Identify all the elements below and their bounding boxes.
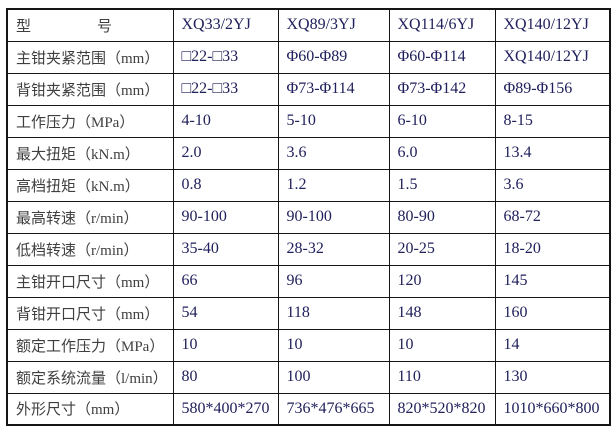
header-model-label-cell: 型 号: [6, 8, 174, 42]
spec-value: 14: [494, 328, 611, 362]
header-model-4: XQ140/12YJ: [494, 8, 611, 42]
table-row-main-jaw-opening: 主钳开口尺寸（mm） 66 96 120 145: [6, 264, 611, 298]
spec-label: 工作压力（MPa）: [6, 104, 174, 138]
spec-value: Φ73-Φ142: [388, 72, 496, 106]
header-model-3: XQ114/6YJ: [388, 8, 496, 42]
spec-label: 主钳开口尺寸（mm）: [6, 264, 174, 298]
spec-value: 96: [277, 264, 390, 298]
spec-value: 118: [277, 296, 390, 330]
header-model-2: XQ89/3YJ: [277, 8, 390, 42]
spec-table-container: 型 号 XQ33/2YJ XQ89/3YJ XQ114/6YJ XQ140/12…: [6, 8, 611, 426]
spec-value: 10: [277, 328, 390, 362]
spec-value: 3.6: [277, 136, 390, 170]
spec-value: 1.2: [277, 168, 390, 202]
spec-value: 4-10: [172, 104, 279, 138]
spec-label: 高档扭矩（kN.m）: [6, 168, 174, 202]
spec-value: 90-100: [277, 200, 390, 234]
table-row-low-gear-speed: 低档转速（r/min） 35-40 28-32 20-25 18-20: [6, 232, 611, 266]
spec-value: □22-□33: [172, 72, 279, 106]
spec-value: 10: [388, 328, 496, 362]
spec-value: 66: [172, 264, 279, 298]
spec-value: 6.0: [388, 136, 496, 170]
spec-value: 28-32: [277, 232, 390, 266]
model-spec-table: 型 号 XQ33/2YJ XQ89/3YJ XQ114/6YJ XQ140/12…: [6, 8, 611, 426]
table-row-overall-dimensions: 外形尺寸（mm） 580*400*270 736*476*665 820*520…: [6, 392, 611, 426]
spec-label: 外形尺寸（mm）: [6, 392, 174, 426]
spec-value: 10: [172, 328, 279, 362]
header-row: 型 号 XQ33/2YJ XQ89/3YJ XQ114/6YJ XQ140/12…: [6, 8, 611, 42]
spec-value: Φ60-Φ114: [388, 40, 496, 74]
spec-label: 额定工作压力（MPa）: [6, 328, 174, 362]
spec-value: 130: [494, 360, 611, 394]
spec-value: 2.0: [172, 136, 279, 170]
spec-label: 最高转速（r/min）: [6, 200, 174, 234]
table-row-main-clamp-range: 主钳夹紧范围（mm） □22-□33 Φ60-Φ89 Φ60-Φ114 XQ14…: [6, 40, 611, 74]
table-row-working-pressure: 工作压力（MPa） 4-10 5-10 6-10 8-15: [6, 104, 611, 138]
spec-value: 6-10: [388, 104, 496, 138]
spec-value: 120: [388, 264, 496, 298]
table-row-backup-jaw-opening: 背钳开口尺寸（mm） 54 118 148 160: [6, 296, 611, 330]
spec-value: 13.4: [494, 136, 611, 170]
spec-label: 低档转速（r/min）: [6, 232, 174, 266]
spec-label: 背钳夹紧范围（mm）: [6, 72, 174, 106]
spec-value: □22-□33: [172, 40, 279, 74]
spec-value: 148: [388, 296, 496, 330]
table-row-max-torque: 最大扭矩（kN.m） 2.0 3.6 6.0 13.4: [6, 136, 611, 170]
spec-label: 背钳开口尺寸（mm）: [6, 296, 174, 330]
model-label: 型 号: [16, 15, 112, 36]
spec-value: Φ73-Φ114: [277, 72, 390, 106]
model-label-right: 号: [96, 18, 112, 35]
spec-value: 54: [172, 296, 279, 330]
spec-value: 8-15: [494, 104, 611, 138]
spec-value: Φ60-Φ89: [277, 40, 390, 74]
model-label-left: 型: [16, 18, 32, 35]
spec-label: 最大扭矩（kN.m）: [6, 136, 174, 170]
spec-value: 68-72: [494, 200, 611, 234]
spec-value: Φ89-Φ156: [494, 72, 611, 106]
spec-value: 5-10: [277, 104, 390, 138]
spec-value: 0.8: [172, 168, 279, 202]
table-row-high-gear-torque: 高档扭矩（kN.m） 0.8 1.2 1.5 3.6: [6, 168, 611, 202]
spec-value: 35-40: [172, 232, 279, 266]
spec-value: XQ140/12YJ: [494, 40, 611, 74]
table-row-rated-working-pressure: 额定工作压力（MPa） 10 10 10 14: [6, 328, 611, 362]
spec-label: 额定系统流量（l/min）: [6, 360, 174, 394]
spec-value: 18-20: [494, 232, 611, 266]
spec-value: 580*400*270: [172, 392, 279, 426]
spec-value: 145: [494, 264, 611, 298]
spec-value: 110: [388, 360, 496, 394]
header-model-1: XQ33/2YJ: [172, 8, 279, 42]
table-row-backup-clamp-range: 背钳夹紧范围（mm） □22-□33 Φ73-Φ114 Φ73-Φ142 Φ89…: [6, 72, 611, 106]
spec-label: 主钳夹紧范围（mm）: [6, 40, 174, 74]
spec-value: 736*476*665: [277, 392, 390, 426]
table-row-rated-system-flow: 额定系统流量（l/min） 80 100 110 130: [6, 360, 611, 394]
spec-value: 160: [494, 296, 611, 330]
spec-value: 1010*660*800: [494, 392, 611, 426]
spec-value: 820*520*820: [388, 392, 496, 426]
spec-value: 3.6: [494, 168, 611, 202]
spec-value: 1.5: [388, 168, 496, 202]
spec-value: 100: [277, 360, 390, 394]
spec-value: 90-100: [172, 200, 279, 234]
spec-value: 80-90: [388, 200, 496, 234]
spec-value: 20-25: [388, 232, 496, 266]
table-row-max-speed: 最高转速（r/min） 90-100 90-100 80-90 68-72: [6, 200, 611, 234]
spec-value: 80: [172, 360, 279, 394]
